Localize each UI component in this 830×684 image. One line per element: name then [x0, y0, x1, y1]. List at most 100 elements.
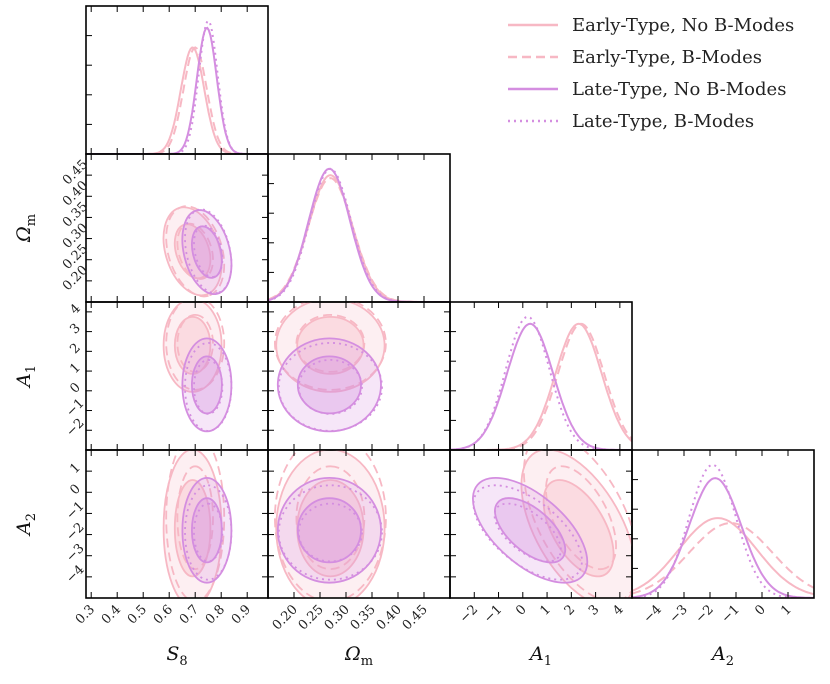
diag-panel-S8: [85, 5, 269, 155]
pdf-line-S8-series-2: [86, 26, 268, 154]
pdf-line-Om-series-2: [268, 167, 450, 302]
xtick-label-A1-1: −1: [481, 602, 505, 626]
legend-label-late-nob: Late-Type, No B-Modes: [572, 79, 786, 100]
ytick-label-A1-5: 3: [67, 321, 83, 337]
pdf-line-A1-series-1: [450, 322, 632, 450]
contour-68-series-2-Om-A1: [296, 355, 362, 415]
contour-95-series-1-Om-A1: [274, 302, 387, 391]
contour-95-series-3-Om-A1: [277, 341, 383, 432]
contour-95-series-1-A1-A2: [522, 450, 632, 598]
ytick-label-A2-0: −4: [63, 562, 87, 586]
xtick-label-A1-3: 1: [537, 602, 553, 618]
contour-95-series-3-S8-A1: [184, 341, 233, 432]
contour-95-series-3-A1-A2: [472, 484, 583, 581]
contour-68-series-3-S8-A1: [193, 358, 224, 415]
ytick-label-A1-1: −1: [63, 396, 87, 420]
contour-68-series-1-Om-A1: [295, 313, 366, 373]
pdf-line-Om-series-3: [268, 167, 450, 302]
diag-panel-A1: [449, 301, 633, 451]
xtick-label-S8-0: 0.3: [73, 602, 98, 627]
pdf-line-S8-series-3: [86, 19, 268, 154]
ytick-label-A1-4: 2: [67, 341, 83, 357]
pdf-line-A2-series-0: [632, 517, 814, 596]
xlabel-S8: S8: [166, 643, 187, 669]
contour-95-series-1-S8-Om: [165, 205, 226, 298]
contour-68-series-2-Om-A2: [296, 497, 362, 564]
pdf-line-A2-series-1: [632, 522, 814, 595]
diag-panel-Om: [267, 153, 451, 303]
diag-panel-A2: [631, 449, 815, 599]
pdf-line-Om-series-0: [268, 174, 450, 302]
pdf-line-A1-series-0: [450, 322, 632, 450]
panels-layer: [85, 5, 815, 599]
panel-Om-A1: [267, 301, 451, 451]
contour-68-series-3-S8-A2: [193, 502, 224, 563]
xtick-label-Om-5: 0.45: [400, 602, 431, 633]
panel-S8-A2: [85, 449, 269, 599]
xtick-label-Om-1: 0.25: [296, 602, 327, 633]
pdf-line-S8-series-1: [86, 46, 268, 154]
ticks-layer: [86, 6, 789, 598]
contour-95-series-0-Om-A2: [275, 450, 386, 598]
ytick-label-A1-0: −2: [63, 416, 87, 440]
contour-68-series-3-A1-A2: [493, 502, 562, 563]
xtick-label-S8-5: 0.8: [203, 602, 228, 627]
xtick-label-Om-2: 0.30: [322, 602, 353, 633]
ytick-label-A2-3: −1: [63, 499, 87, 523]
xtick-label-A2-4: 0: [752, 602, 768, 618]
panel-Om-A2: [267, 449, 451, 599]
contour-68-series-3-Om-A2: [297, 502, 363, 563]
ylabel-A2: A2: [13, 513, 39, 537]
pdf-line-A1-series-2: [450, 322, 632, 450]
xlabel-A1: A1: [528, 643, 552, 669]
legend-label-early-b: Early-Type, B-Modes: [572, 47, 762, 68]
contour-95-series-3-Om-A2: [277, 484, 383, 581]
xtick-label-A1-0: −2: [457, 602, 481, 626]
xlabel-A2: A2: [710, 643, 734, 669]
xtick-label-Om-3: 0.35: [348, 602, 379, 633]
frame-A1-A2: [449, 449, 633, 599]
contour-68-series-1-S8-A1: [176, 313, 214, 373]
xtick-label-A2-3: −1: [719, 602, 743, 626]
xtick-label-A2-2: −2: [693, 602, 717, 626]
xtick-label-S8-4: 0.7: [177, 602, 202, 627]
legend: Early-Type, No B-Modes Early-Type, B-Mod…: [508, 15, 794, 132]
contour-68-series-2-S8-A2: [190, 497, 223, 564]
diag-frame-S8: [85, 5, 269, 155]
xtick-label-A2-0: −4: [641, 602, 665, 626]
xtick-label-S8-1: 0.4: [99, 602, 124, 627]
ytick-label-A2-5: 1: [67, 460, 83, 476]
pdf-line-S8-series-0: [86, 46, 268, 154]
xtick-label-A1-4: 2: [562, 602, 578, 618]
xtick-label-A1-6: 4: [610, 602, 626, 618]
xtick-label-A1-2: 0: [513, 602, 529, 618]
contour-68-series-1-Om-A2: [295, 465, 366, 571]
ylabel-A1: A1: [13, 365, 39, 389]
ytick-label-A2-2: −2: [63, 520, 87, 544]
xtick-label-Om-0: 0.20: [270, 602, 301, 633]
pdf-line-Om-series-1: [268, 177, 450, 302]
pdf-line-A2-series-2: [632, 477, 814, 598]
panel-S8-Om: [85, 153, 269, 303]
axis-labels-layer: 0.3 0.4 0.5 0.6 0.7 0.8 0.9 0.200.250.300.350.4…: [13, 157, 795, 669]
contour-68-series-1-A1-A2: [545, 465, 617, 571]
contour-95-series-3-S8-A2: [184, 484, 233, 581]
xtick-label-Om-4: 0.40: [374, 602, 405, 633]
ytick-label-A1-3: 1: [67, 360, 83, 376]
ylabel-Om: Ωm: [13, 214, 39, 243]
ytick-label-A1-2: 0: [67, 380, 83, 396]
contour-95-series-1-S8-A1: [165, 302, 226, 391]
contour-68-series-1-S8-A2: [176, 465, 214, 571]
pdf-line-A1-series-3: [450, 315, 632, 450]
contour-95-series-2-Om-A1: [276, 337, 382, 433]
xtick-label-A2-1: −3: [667, 602, 691, 626]
diag-frame-Om: [267, 153, 451, 303]
contour-95-series-1-S8-A2: [165, 450, 226, 598]
xtick-label-S8-2: 0.5: [125, 602, 150, 627]
panel-A1-A2: [449, 449, 633, 599]
xtick-label-S8-3: 0.6: [151, 602, 176, 627]
xlabel-Om: Ωm: [344, 643, 373, 669]
ytick-label-A2-4: 0: [67, 482, 83, 498]
xtick-label-S8-6: 0.9: [229, 602, 254, 627]
